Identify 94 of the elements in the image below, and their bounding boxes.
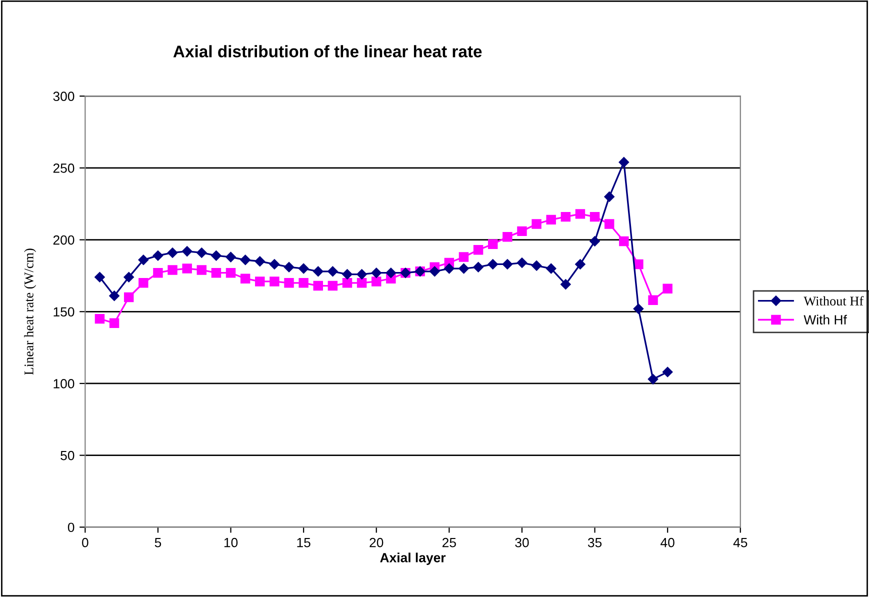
point	[138, 254, 149, 266]
point	[619, 236, 629, 246]
point	[575, 209, 586, 219]
point	[546, 214, 556, 225]
point	[458, 263, 469, 274]
point	[372, 276, 382, 286]
point	[356, 269, 367, 280]
x-tick-label: 35	[588, 538, 602, 548]
y-tick-label: 300	[53, 92, 74, 102]
point	[648, 295, 658, 305]
point	[328, 280, 338, 291]
point	[328, 266, 338, 277]
point	[284, 278, 294, 288]
point	[590, 236, 600, 246]
point	[590, 212, 600, 222]
x-tick-label: 45	[733, 538, 748, 548]
point	[313, 280, 323, 291]
point	[196, 248, 207, 258]
point	[211, 250, 222, 261]
point	[473, 262, 484, 272]
point	[488, 239, 498, 249]
point	[94, 272, 105, 282]
point	[532, 219, 542, 229]
point	[124, 272, 134, 282]
point	[604, 219, 614, 229]
point	[662, 284, 672, 294]
point	[284, 262, 294, 272]
point	[298, 263, 309, 274]
point	[371, 268, 382, 278]
y-axis-title: Linear heat rate (W/cm)	[24, 248, 36, 375]
point	[109, 290, 120, 301]
point	[254, 256, 266, 266]
point	[168, 265, 178, 275]
point	[240, 274, 250, 284]
point	[618, 157, 630, 168]
point	[298, 278, 308, 288]
point	[633, 304, 644, 314]
point	[604, 192, 614, 202]
point	[182, 264, 192, 274]
x-tick-label: 30	[515, 538, 529, 548]
point	[444, 263, 454, 274]
point	[153, 268, 163, 278]
point	[546, 263, 556, 274]
y-tick-label: 150	[54, 307, 74, 317]
x-tick-label: 5	[154, 538, 162, 548]
point	[575, 259, 586, 270]
legend-label: With Hf	[804, 314, 847, 324]
point	[502, 259, 513, 270]
y-tick-label: 100	[54, 379, 74, 388]
point	[648, 374, 658, 384]
point	[502, 232, 512, 242]
y-tick-label: 200	[53, 235, 74, 245]
point	[516, 258, 528, 268]
legend-label: Without Hf	[804, 296, 864, 306]
point	[269, 259, 280, 270]
x-tick-label: 40	[660, 538, 674, 548]
point	[167, 248, 178, 258]
point	[662, 366, 673, 378]
point	[240, 254, 250, 266]
x-tick-label: 10	[224, 538, 238, 548]
point	[138, 278, 148, 288]
x-tick-label: 15	[297, 538, 310, 548]
point	[124, 292, 134, 302]
chart-title: Axial distribution of the linear heat rate	[173, 45, 482, 58]
point	[386, 268, 396, 278]
point	[342, 278, 352, 288]
point	[473, 244, 484, 255]
y-tick-label: 0	[68, 522, 74, 532]
point	[211, 268, 222, 278]
point	[226, 268, 236, 278]
point	[342, 269, 352, 280]
x-tick-label: 0	[82, 538, 88, 548]
point	[430, 266, 440, 277]
x-tick-label: 25	[442, 538, 456, 548]
point	[152, 250, 164, 261]
y-tick-label: 250	[53, 164, 74, 173]
point	[270, 276, 280, 286]
x-tick-label: 20	[370, 538, 384, 548]
point	[226, 252, 236, 262]
point	[94, 314, 105, 324]
point	[531, 260, 542, 271]
point	[458, 252, 469, 262]
point	[517, 226, 527, 236]
x-axis-title: Axial layer	[380, 552, 446, 565]
point	[488, 259, 498, 270]
point	[109, 318, 120, 328]
point	[560, 279, 571, 290]
point	[182, 246, 192, 256]
point	[356, 278, 367, 288]
point	[313, 266, 324, 277]
point	[255, 276, 265, 286]
y-tick-label: 50	[60, 450, 74, 460]
point	[196, 265, 207, 275]
point	[560, 212, 571, 222]
